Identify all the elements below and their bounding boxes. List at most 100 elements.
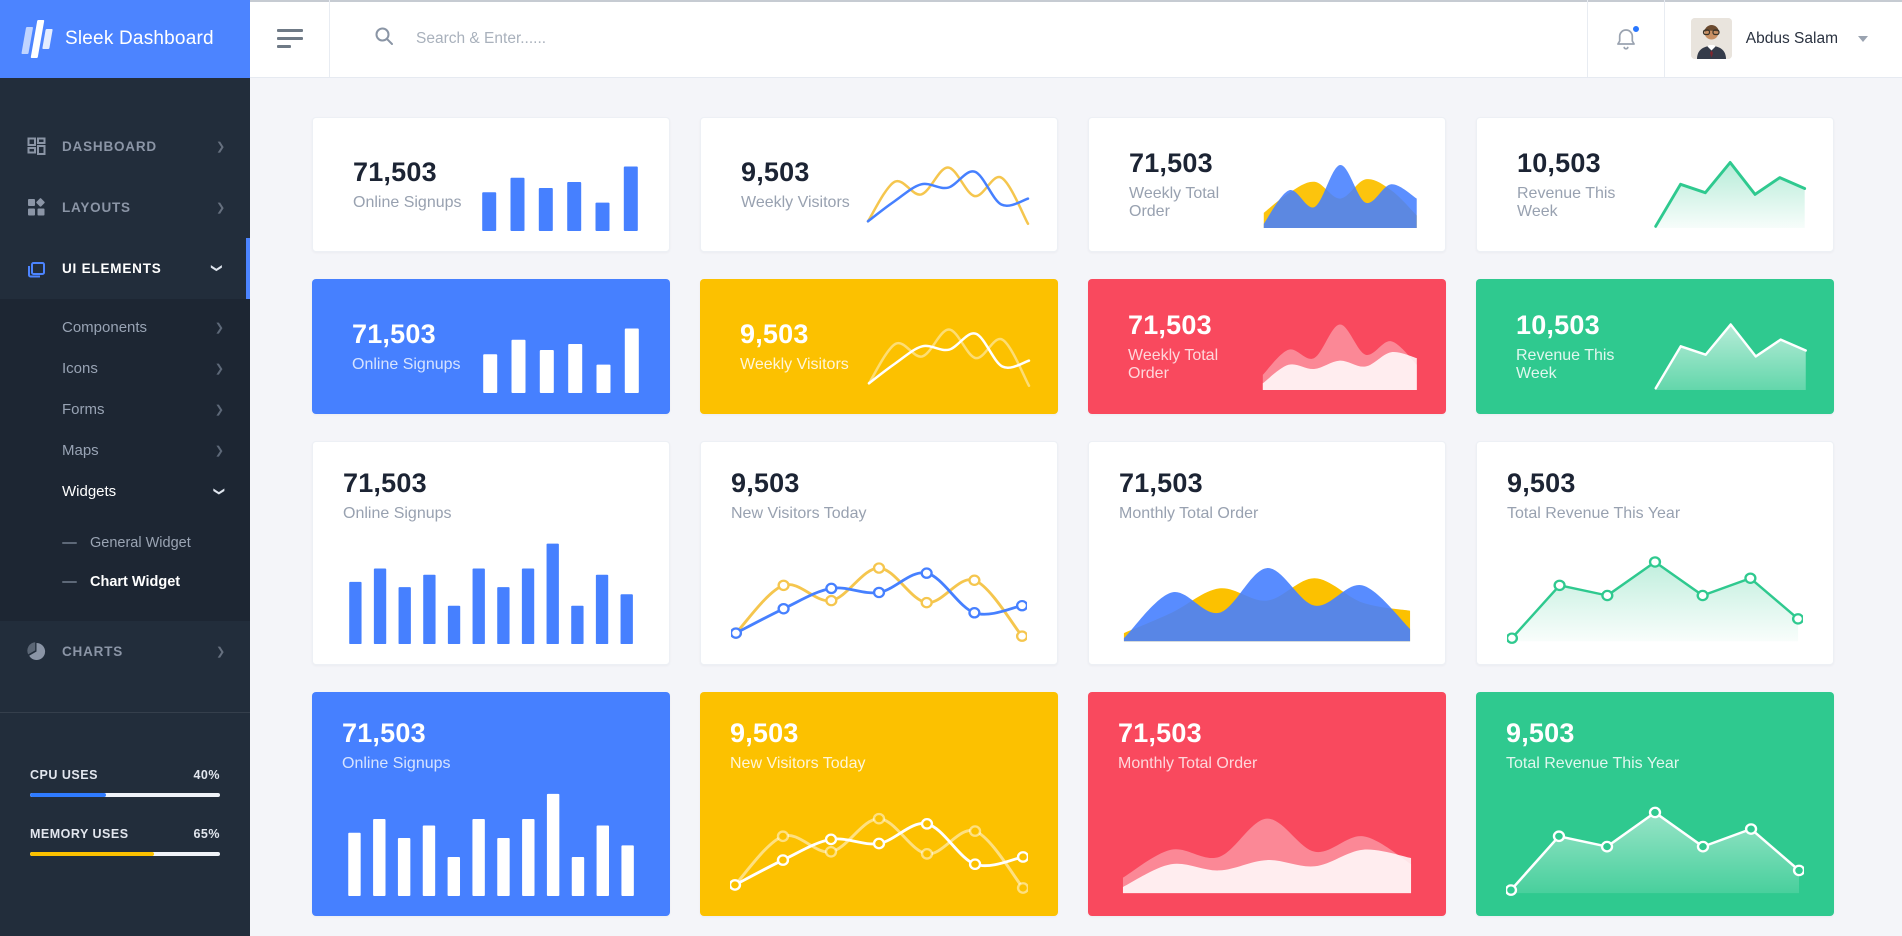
card-value: 71,503: [1128, 310, 1212, 340]
notifications-button[interactable]: [1586, 0, 1665, 77]
search-input[interactable]: [416, 29, 1265, 48]
dash-icon: [62, 541, 77, 544]
submenu-item-label: Chart Widget: [90, 573, 181, 590]
card-chart: [1651, 301, 1810, 393]
stat-card: 9,503 Weekly Visitors: [700, 117, 1058, 252]
submenu-item-label: Maps: [62, 442, 99, 459]
card-text: 71,503 Online Signups: [343, 468, 639, 523]
card-label: Revenue This Week: [1517, 185, 1616, 220]
cpu-usage-percent: 40%: [193, 768, 220, 782]
card-label: Revenue This Week: [1516, 347, 1615, 382]
app-title: Sleek Dashboard: [65, 28, 214, 49]
submenu-item-forms[interactable]: Forms ❯: [0, 389, 250, 430]
card-label: Total Revenue This Year: [1506, 755, 1680, 772]
submenu-item-widgets[interactable]: Widgets ❯: [0, 471, 250, 512]
card-value: 9,503: [730, 718, 799, 748]
chevron-down-icon: [1858, 35, 1868, 42]
card-chart: [863, 139, 1033, 231]
memory-usage-bar: [30, 852, 220, 856]
stat-card: 71,503 Online Signups: [312, 692, 670, 916]
dashboard-grid-icon: [26, 137, 46, 157]
pie-chart-icon: [26, 642, 46, 662]
card-label: Weekly Visitors: [740, 356, 849, 373]
card-label: New Visitors Today: [730, 755, 866, 772]
top-header: Abdus Salam: [250, 0, 1902, 78]
card-value: 9,503: [731, 468, 800, 498]
cpu-usage-row: CPU USES 40%: [30, 768, 220, 782]
memory-usage-row: MEMORY USES 65%: [30, 827, 220, 841]
submenu-item-chart-widget[interactable]: Chart Widget: [0, 562, 250, 601]
card-label: Monthly Total Order: [1119, 505, 1259, 522]
chevron-right-icon: ❯: [215, 202, 226, 214]
user-menu[interactable]: Abdus Salam: [1665, 0, 1902, 77]
submenu-item-maps[interactable]: Maps ❯: [0, 430, 250, 471]
stat-card: 71,503 Weekly Total Order: [1088, 117, 1446, 252]
stat-card: 9,503 Total Revenue This Year: [1476, 441, 1834, 665]
stat-card: 9,503 Total Revenue This Year: [1476, 692, 1834, 916]
card-value: 71,503: [352, 319, 436, 349]
card-label: Online Signups: [353, 194, 462, 211]
submenu-item-icons[interactable]: Icons ❯: [0, 348, 250, 389]
chevron-right-icon: ❯: [214, 404, 224, 416]
card-label: Online Signups: [343, 505, 452, 522]
submenu-item-components[interactable]: Components ❯: [0, 307, 250, 348]
card-value: 9,503: [741, 157, 810, 187]
card-label: New Visitors Today: [731, 505, 867, 522]
card-text: 10,503 Revenue This Week: [1516, 310, 1651, 383]
chevron-right-icon: ❯: [215, 646, 226, 658]
sidebar-divider: [0, 712, 250, 713]
cpu-usage-label: CPU USES: [30, 768, 98, 782]
chevron-right-icon: ❯: [215, 141, 226, 153]
cpu-usage-bar: [30, 793, 220, 797]
card-value: 71,503: [1118, 718, 1202, 748]
stat-card: 71,503 Weekly Total Order: [1088, 279, 1446, 414]
sidebar-item-label: UI ELEMENTS: [62, 261, 162, 276]
system-usage: CPU USES 40% MEMORY USES 65%: [0, 768, 250, 886]
stat-card: 10,503 Revenue This Week: [1476, 117, 1834, 252]
card-label: Monthly Total Order: [1118, 755, 1258, 772]
card-chart: [343, 535, 639, 644]
card-chart: [1119, 535, 1415, 644]
sidebar-toggle-button[interactable]: [250, 0, 330, 77]
user-name: Abdus Salam: [1745, 29, 1838, 47]
submenu-item-label: Forms: [62, 401, 105, 418]
sidebar-item-ui-elements[interactable]: UI ELEMENTS ❯: [0, 238, 250, 299]
content-column: Abdus Salam 71,503 Online Signups 9,503 …: [250, 0, 1902, 936]
card-value: 71,503: [1119, 468, 1203, 498]
sidebar-item-charts[interactable]: CHARTS ❯: [0, 621, 250, 682]
bell-icon: [1616, 28, 1635, 50]
sidebar-item-dashboard[interactable]: DASHBOARD ❯: [0, 116, 250, 177]
main-content[interactable]: 71,503 Online Signups 9,503 Weekly Visit…: [250, 78, 1902, 936]
card-label: Total Revenue This Year: [1507, 505, 1681, 522]
card-label: Online Signups: [342, 755, 451, 772]
stat-card: 9,503 Weekly Visitors: [700, 279, 1058, 414]
stat-card: 71,503 Monthly Total Order: [1088, 441, 1446, 665]
submenu-item-label: General Widget: [90, 534, 191, 551]
layouts-icon: [26, 198, 46, 218]
card-label: Online Signups: [352, 356, 461, 373]
chevron-right-icon: ❯: [214, 322, 224, 334]
chevron-right-icon: ❯: [214, 363, 224, 375]
sidebar-item-label: DASHBOARD: [62, 139, 157, 154]
chevron-right-icon: ❯: [214, 445, 224, 457]
card-text: 71,503 Monthly Total Order: [1118, 718, 1416, 773]
card-chart: [1507, 535, 1803, 644]
card-text: 9,503 Total Revenue This Year: [1506, 718, 1804, 773]
sidebar: Sleek Dashboard DASHBOARD ❯: [0, 0, 250, 936]
hamburger-icon: [276, 29, 303, 48]
card-text: 9,503 Weekly Visitors: [741, 157, 850, 212]
app-logo[interactable]: Sleek Dashboard: [0, 0, 250, 78]
card-chart: [864, 301, 1034, 393]
submenu-item-general-widget[interactable]: General Widget: [0, 523, 250, 562]
card-text: 9,503 Weekly Visitors: [740, 319, 849, 374]
stat-card: 9,503 New Visitors Today: [700, 692, 1058, 916]
card-text: 71,503 Online Signups: [353, 157, 462, 212]
card-chart: [1506, 785, 1804, 896]
card-text: 71,503 Online Signups: [342, 718, 640, 773]
stat-card: 71,503 Online Signups: [312, 279, 670, 414]
sidebar-item-layouts[interactable]: LAYOUTS ❯: [0, 177, 250, 238]
card-text: 71,503 Weekly Total Order: [1128, 310, 1258, 383]
card-chart: [1259, 139, 1422, 231]
chevron-down-icon: ❯: [212, 486, 225, 497]
